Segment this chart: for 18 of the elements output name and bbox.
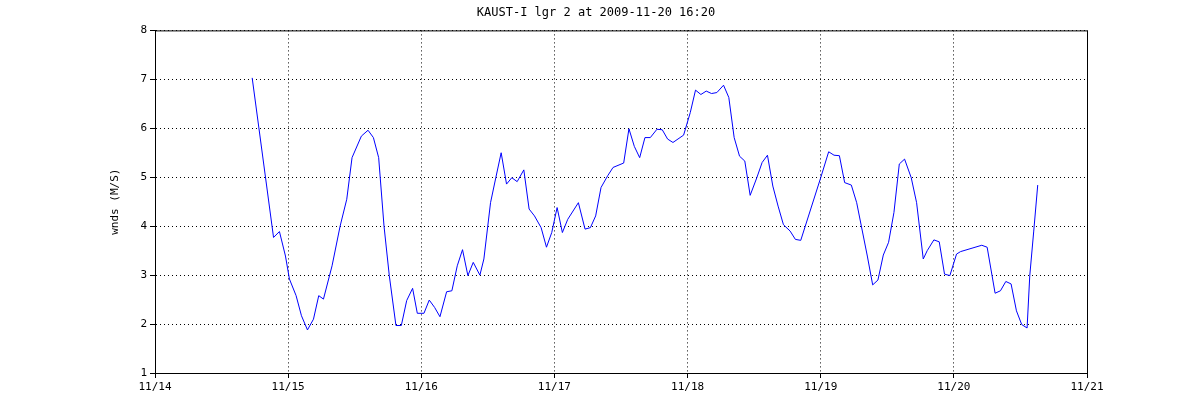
- y-tick-label: 6: [140, 121, 147, 135]
- x-tick-label: 11/20: [937, 380, 971, 394]
- x-tick-label: 11/14: [138, 380, 172, 394]
- y-tick-label: 2: [140, 316, 147, 330]
- y-tick-label: 8: [140, 23, 147, 37]
- y-tick-label: 4: [140, 219, 148, 233]
- y-tick-label: 1: [140, 365, 147, 379]
- y-tick-label: 5: [140, 170, 147, 184]
- x-tick-label: 11/15: [271, 380, 305, 394]
- x-tick-label: 11/17: [537, 380, 571, 394]
- x-tick-label: 11/21: [1070, 380, 1104, 394]
- y-tick-label: 3: [140, 267, 147, 281]
- x-tick-label: 11/16: [404, 380, 438, 394]
- chart-title: KAUST-I lgr 2 at 2009-11-20 16:20: [476, 5, 716, 20]
- y-axis-title: wnds (M/S): [108, 168, 122, 235]
- x-tick-label: 11/19: [804, 380, 838, 394]
- y-tick-label: 7: [140, 72, 147, 86]
- x-tick-label: 11/18: [671, 380, 705, 394]
